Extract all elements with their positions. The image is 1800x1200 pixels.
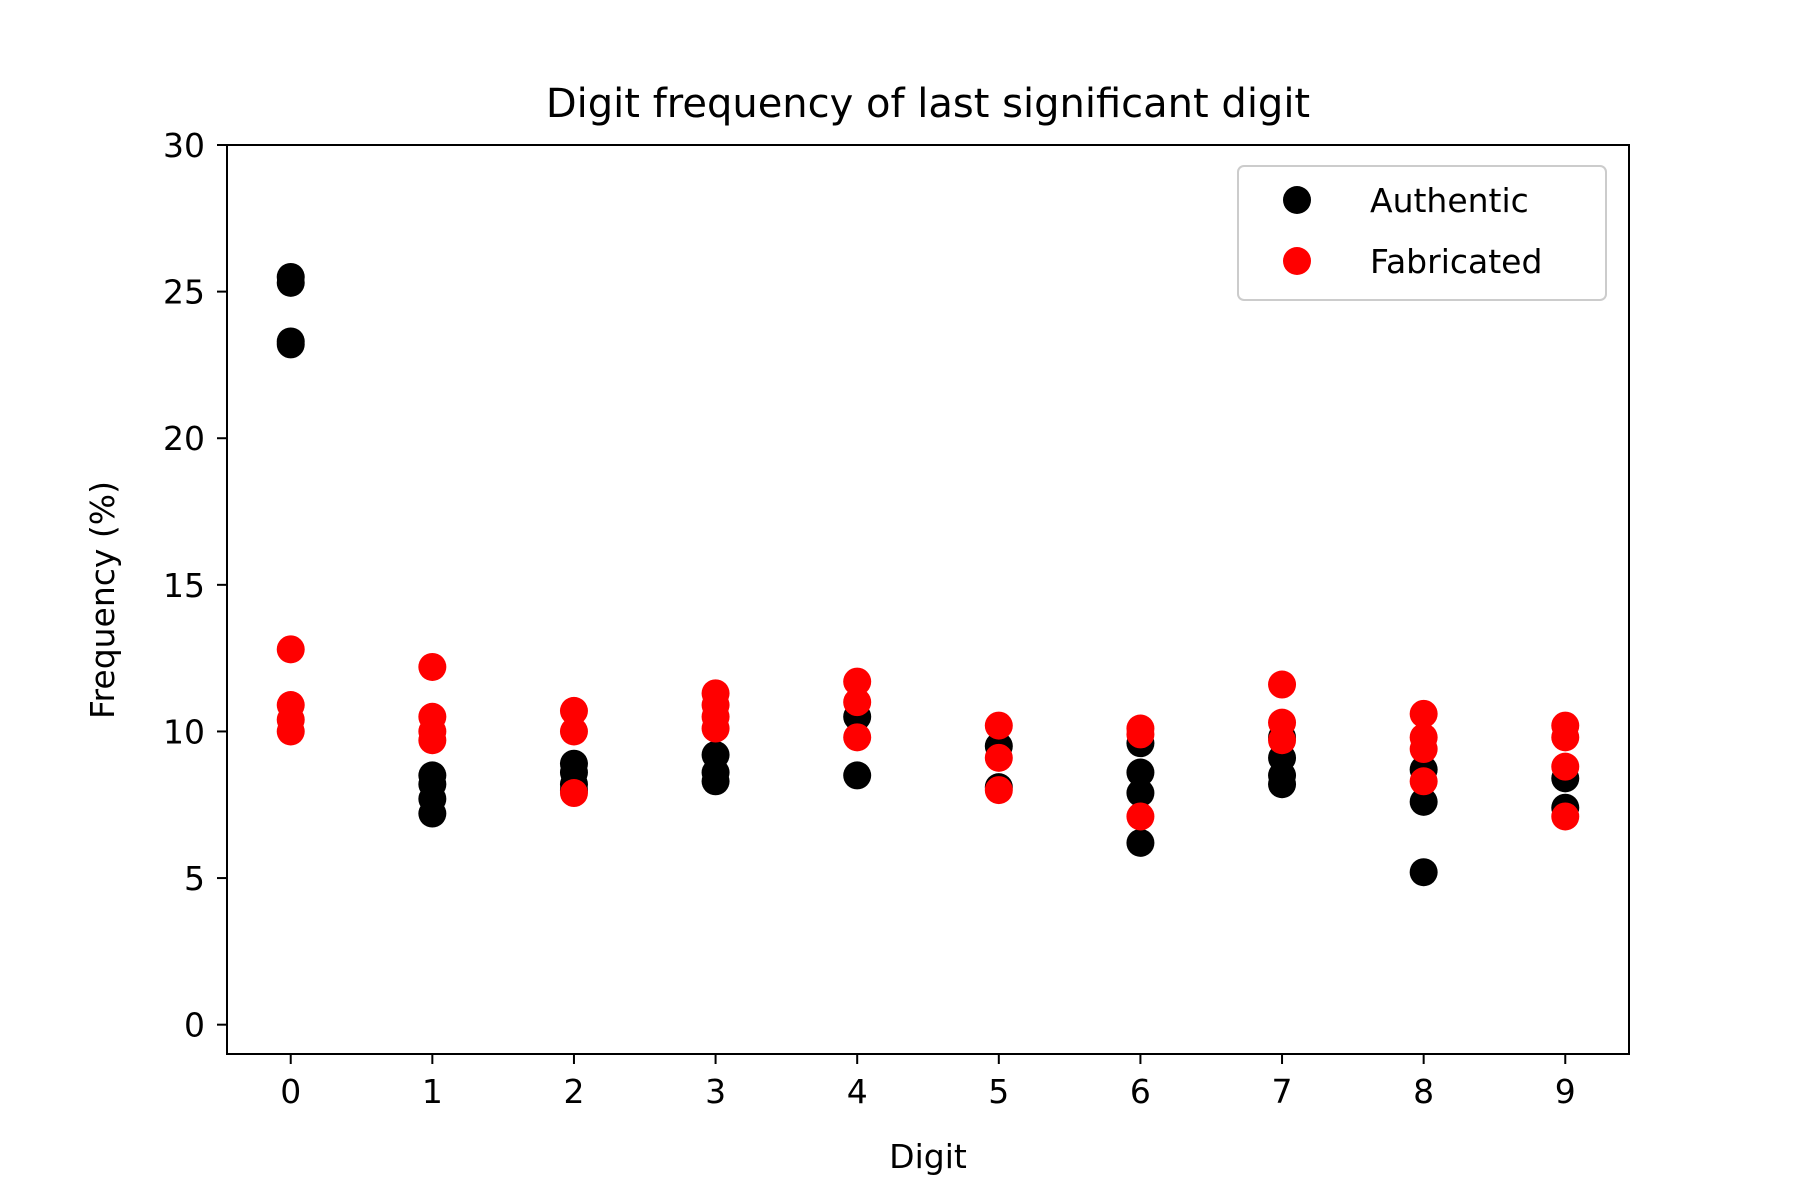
x-tick-label: 2 bbox=[563, 1072, 584, 1111]
y-tick-label: 25 bbox=[163, 273, 205, 312]
y-tick-label: 10 bbox=[163, 712, 205, 751]
data-point-fabricated bbox=[701, 714, 730, 743]
legend-frame bbox=[1237, 165, 1607, 301]
series-authentic bbox=[276, 262, 1580, 887]
data-point-fabricated bbox=[1551, 802, 1580, 831]
data-point-authentic bbox=[1126, 779, 1155, 808]
data-point-authentic bbox=[1409, 787, 1438, 816]
x-axis: 0 1 2 3 4 5 6 7 8 9 bbox=[280, 1054, 1576, 1111]
data-point-fabricated bbox=[843, 723, 872, 752]
legend-label-authentic: Authentic bbox=[1370, 181, 1529, 220]
data-point-fabricated bbox=[418, 726, 447, 755]
x-tick-label: 3 bbox=[705, 1072, 726, 1111]
data-point-authentic bbox=[1126, 828, 1155, 857]
x-tick-label: 9 bbox=[1555, 1072, 1576, 1111]
y-tick-label: 20 bbox=[163, 419, 205, 458]
x-tick-label: 7 bbox=[1272, 1072, 1293, 1111]
data-point-fabricated bbox=[1126, 802, 1155, 831]
y-tick-label: 5 bbox=[184, 859, 205, 898]
data-point-authentic bbox=[843, 761, 872, 790]
data-point-fabricated bbox=[843, 688, 872, 717]
data-point-fabricated bbox=[1268, 670, 1297, 699]
data-point-authentic bbox=[701, 767, 730, 796]
x-tick-label: 1 bbox=[422, 1072, 443, 1111]
data-point-fabricated bbox=[984, 743, 1013, 772]
data-point-fabricated bbox=[1551, 723, 1580, 752]
legend-marker-authentic bbox=[1283, 186, 1311, 214]
x-axis-label: Digit bbox=[889, 1137, 967, 1176]
data-point-fabricated bbox=[559, 779, 588, 808]
data-point-fabricated bbox=[559, 717, 588, 746]
y-axis: 0 5 10 15 20 25 30 bbox=[163, 126, 227, 1045]
y-tick-label: 15 bbox=[163, 566, 205, 605]
x-tick-label: 4 bbox=[847, 1072, 868, 1111]
x-tick-label: 5 bbox=[988, 1072, 1009, 1111]
data-point-fabricated bbox=[1126, 720, 1155, 749]
data-point-fabricated bbox=[276, 635, 305, 664]
plot-area: 0 1 2 3 4 5 6 7 8 9 0 5 10 15 20 25 30 bbox=[163, 126, 1630, 1111]
x-tick-label: 6 bbox=[1130, 1072, 1151, 1111]
data-point-fabricated bbox=[1409, 699, 1438, 728]
chart-title: Digit frequency of last significant digi… bbox=[546, 81, 1310, 127]
data-point-fabricated bbox=[418, 652, 447, 681]
y-tick-label: 30 bbox=[163, 126, 205, 165]
data-point-fabricated bbox=[1268, 726, 1297, 755]
y-axis-label: Frequency (%) bbox=[83, 481, 122, 719]
legend: Authentic Fabricated bbox=[1237, 165, 1607, 301]
data-point-fabricated bbox=[984, 711, 1013, 740]
legend-label-fabricated: Fabricated bbox=[1370, 242, 1542, 281]
data-point-fabricated bbox=[1551, 752, 1580, 781]
data-point-authentic bbox=[1268, 770, 1297, 799]
data-point-fabricated bbox=[984, 776, 1013, 805]
data-point-fabricated bbox=[1409, 735, 1438, 764]
data-point-authentic bbox=[276, 268, 305, 297]
data-point-authentic bbox=[418, 799, 447, 828]
data-point-fabricated bbox=[843, 667, 872, 696]
plot-frame bbox=[226, 144, 1630, 1055]
series-fabricated bbox=[276, 635, 1580, 831]
x-tick-label: 0 bbox=[280, 1072, 301, 1111]
data-point-authentic bbox=[1126, 758, 1155, 787]
data-point-authentic bbox=[1409, 858, 1438, 887]
data-point-fabricated bbox=[276, 717, 305, 746]
y-tick-label: 0 bbox=[184, 1006, 205, 1045]
legend-marker-fabricated bbox=[1283, 247, 1311, 275]
data-points bbox=[276, 262, 1580, 887]
data-point-fabricated bbox=[559, 696, 588, 725]
x-tick-label: 8 bbox=[1413, 1072, 1434, 1111]
data-point-fabricated bbox=[1409, 767, 1438, 796]
data-point-authentic bbox=[276, 330, 305, 359]
